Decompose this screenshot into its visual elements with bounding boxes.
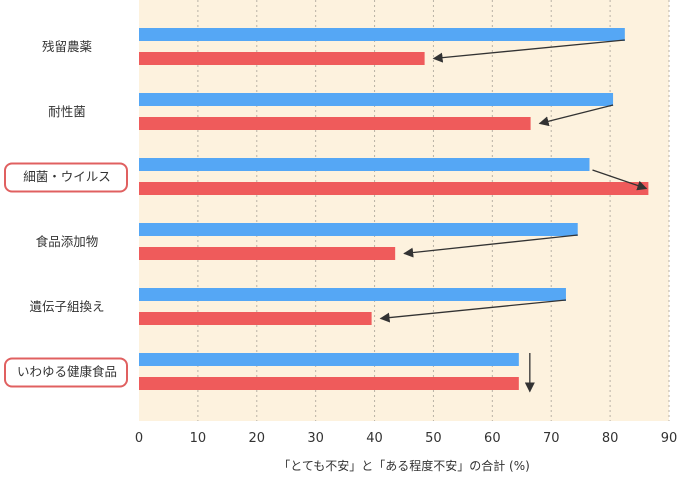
plot-area — [139, 0, 669, 421]
bar — [139, 117, 531, 130]
change-arrow — [592, 169, 648, 191]
x-tick-label: 0 — [135, 431, 143, 446]
x-tick-label: 70 — [543, 431, 560, 446]
x-axis-label: 「とても不安」と「ある程度不安」の合計 (%) — [278, 458, 530, 473]
bar — [139, 247, 396, 260]
change-arrow — [403, 234, 578, 258]
category-highlight-box — [4, 357, 128, 388]
category-label: 耐性菌 — [48, 104, 86, 119]
x-tick-label: 40 — [366, 431, 383, 446]
change-arrows — [379, 39, 648, 393]
bar — [139, 223, 578, 236]
bar — [139, 377, 519, 390]
x-tick-label: 50 — [425, 431, 442, 446]
x-tick-label: 60 — [484, 431, 501, 446]
category-label: 食品添加物 — [36, 234, 99, 249]
category-label: 残留農薬 — [42, 39, 93, 54]
bar — [139, 353, 519, 366]
bar — [139, 28, 625, 41]
x-tick-label: 90 — [661, 431, 678, 446]
x-tick-label: 30 — [307, 431, 324, 446]
x-tick-label: 10 — [190, 431, 207, 446]
category-label: いわゆる健康食品 — [17, 364, 117, 379]
x-tick-label: 80 — [602, 431, 619, 446]
category-label: 細菌・ウイルス — [23, 169, 111, 184]
bar — [139, 288, 566, 301]
x-tick-label: 20 — [249, 431, 266, 446]
bars — [139, 28, 649, 390]
category-label: 遺伝子組換え — [29, 299, 104, 314]
category-highlight-box — [4, 162, 128, 193]
x-axis-ticks: 0 10 20 30 40 50 60 70 80 90 — [135, 431, 677, 446]
bar — [139, 312, 372, 325]
change-arrow — [379, 299, 567, 323]
bar — [139, 52, 425, 65]
change-arrow — [538, 104, 614, 127]
bar — [139, 182, 649, 195]
bar — [139, 158, 590, 171]
bar — [139, 93, 614, 106]
gridlines — [197, 0, 670, 421]
change-arrow — [432, 39, 625, 63]
